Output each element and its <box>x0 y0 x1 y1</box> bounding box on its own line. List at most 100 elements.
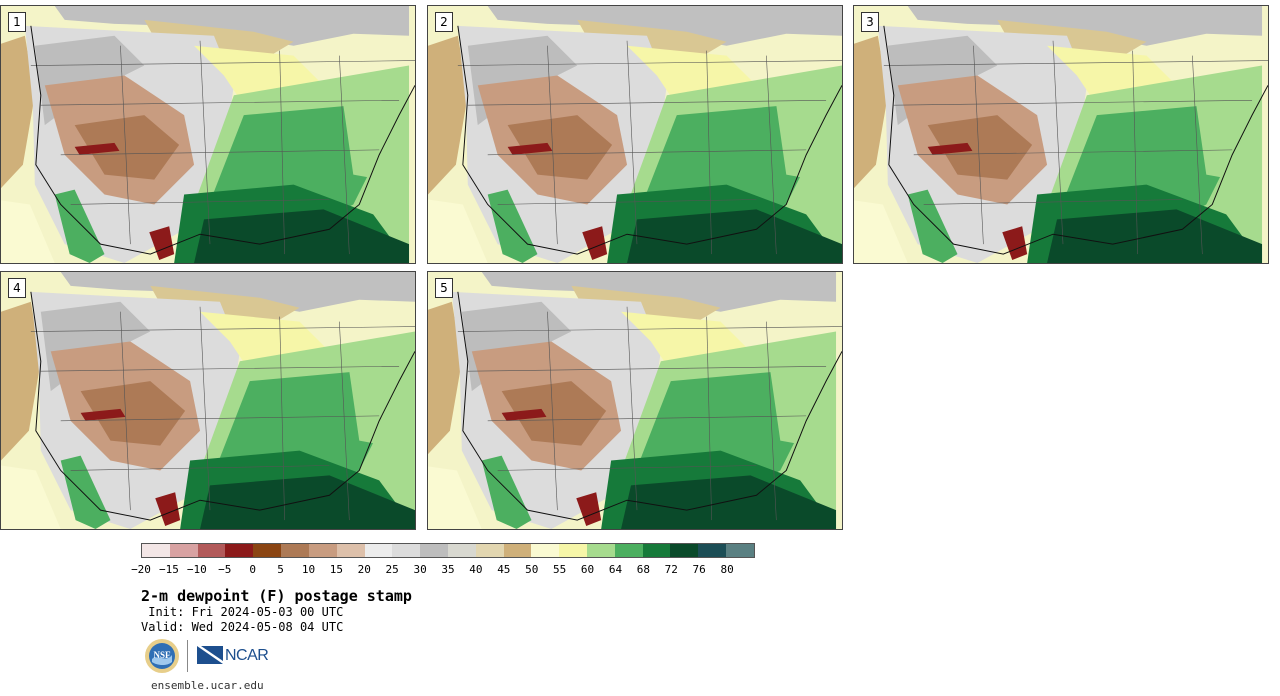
dewpoint-region-pacific-yellow <box>428 466 482 529</box>
postage-stamp-panel-2: 2 <box>427 5 843 264</box>
dewpoint-region-pacific-tan <box>854 35 888 189</box>
logo-divider <box>187 640 188 672</box>
colorbar-swatch <box>364 544 393 557</box>
state-border <box>706 50 712 255</box>
valid-time: Valid: Wed 2024-05-08 04 UTC <box>141 620 344 634</box>
state-border <box>487 415 807 422</box>
dewpoint-region-pacific-tan <box>428 35 468 195</box>
colorbar <box>141 543 755 558</box>
state-border <box>40 99 400 106</box>
dewpoint-region-texas-red <box>576 492 602 527</box>
colorbar-swatch <box>698 544 727 557</box>
colorbar-swatch <box>420 544 448 557</box>
dewpoint-map-2 <box>428 6 842 263</box>
dewpoint-region-canada-dry <box>907 6 1263 46</box>
dewpoint-region-atlantic-green <box>770 361 837 451</box>
coastline <box>457 291 842 521</box>
colorbar-tick-label: 55 <box>553 563 567 576</box>
dewpoint-region-mexico-green <box>487 189 538 263</box>
state-border <box>973 45 984 245</box>
state-border <box>547 45 558 245</box>
colorbar-tick-label: 76 <box>692 563 706 576</box>
dewpoint-region-gulf-darkest <box>1047 209 1263 263</box>
colorbar-swatch <box>614 544 643 557</box>
colorbar-swatch <box>670 544 699 557</box>
state-border <box>467 365 827 372</box>
dewpoint-region-pacific-tan <box>1 301 41 461</box>
colorbar-tick-label: 10 <box>301 563 316 576</box>
member-label: 1 <box>8 12 26 32</box>
colorbar-tick-label: −5 <box>218 563 232 576</box>
postage-stamp-panel-5: 5 <box>427 271 843 530</box>
colorbar-swatch <box>281 544 309 557</box>
state-border <box>120 45 131 245</box>
colorbar-tick-label: 64 <box>608 563 623 576</box>
dewpoint-region-mexico-green <box>54 189 105 263</box>
state-border <box>339 55 350 255</box>
dewpoint-region-mountain-brown-2 <box>74 115 180 180</box>
coastline <box>457 25 842 255</box>
colorbar-tick-label: −10 <box>186 563 207 576</box>
dewpoint-region-mountain-brown-2 <box>507 115 613 180</box>
colorbar-ticks: −20 −15 −10 −5 0 5 10 15 20 25 30 35 40 45 50 55 60 64 68 7… <box>131 563 755 577</box>
state-border <box>199 40 211 245</box>
state-border <box>706 316 712 521</box>
dewpoint-region-red-strip <box>927 142 973 155</box>
dewpoint-region-red-strip <box>80 408 126 421</box>
coastline <box>30 25 415 255</box>
state-border <box>497 199 757 205</box>
state-border <box>923 199 1183 205</box>
state-border <box>547 311 558 511</box>
state-border <box>457 326 842 332</box>
dewpoint-region-texas-red <box>155 492 181 527</box>
colorbar-tick-label: 80 <box>720 563 734 576</box>
colorbar-tick-label: 5 <box>277 563 284 576</box>
dewpoint-region-mountain-brown-2 <box>927 115 1033 180</box>
state-border <box>339 321 350 521</box>
colorbar-tick-label: 60 <box>580 563 595 576</box>
state-border <box>279 50 285 255</box>
state-border <box>30 326 415 332</box>
colorbar-swatch <box>169 544 198 557</box>
colorbar-tick-label: 45 <box>497 563 511 576</box>
state-border <box>766 321 777 521</box>
dewpoint-region-atlantic-green <box>1196 95 1263 185</box>
state-border <box>279 316 285 521</box>
state-border <box>893 99 1253 106</box>
nsf-logo-text: NSF <box>153 650 171 660</box>
dewpoint-region-mexico-green <box>60 455 111 529</box>
dewpoint-region-mexico-green <box>907 189 958 263</box>
colorbar-swatch <box>726 544 754 557</box>
member-label: 5 <box>435 278 453 298</box>
state-border <box>70 199 330 205</box>
dewpoint-region-atlantic-green <box>343 95 410 185</box>
state-border <box>1132 50 1138 255</box>
colorbar-tick-label: 50 <box>525 563 539 576</box>
dewpoint-map-5 <box>428 272 842 529</box>
ncar-logo-text: NCAR <box>225 647 269 664</box>
dewpoint-region-pacific-yellow <box>1 465 61 529</box>
colorbar-swatch <box>308 544 337 557</box>
member-label: 3 <box>861 12 879 32</box>
nsf-logo-icon: NSF <box>145 639 179 673</box>
dewpoint-region-canada-dry <box>481 272 837 312</box>
colorbar-swatch <box>197 544 226 557</box>
dewpoint-region-red-strip <box>501 408 547 421</box>
state-border <box>626 40 638 245</box>
dewpoint-region-pacific-yellow <box>1 200 55 263</box>
member-label: 4 <box>8 278 26 298</box>
colorbar-swatch <box>587 544 615 557</box>
dewpoint-region-texas-red <box>1002 226 1028 261</box>
state-border <box>199 306 211 511</box>
colorbar-tick-label: 40 <box>469 563 483 576</box>
state-border <box>40 365 400 372</box>
state-border <box>497 465 757 471</box>
colorbar-swatch <box>253 544 282 557</box>
dewpoint-region-gulf-darkest <box>200 475 415 529</box>
postage-stamp-panel-3: 3 <box>853 5 1269 264</box>
colorbar-tick-label: 20 <box>357 563 371 576</box>
dewpoint-region-pacific-tan <box>1 35 35 189</box>
colorbar-tick-label: 35 <box>441 563 455 576</box>
colorbar-swatch <box>642 544 671 557</box>
colorbar-swatch <box>392 544 421 557</box>
